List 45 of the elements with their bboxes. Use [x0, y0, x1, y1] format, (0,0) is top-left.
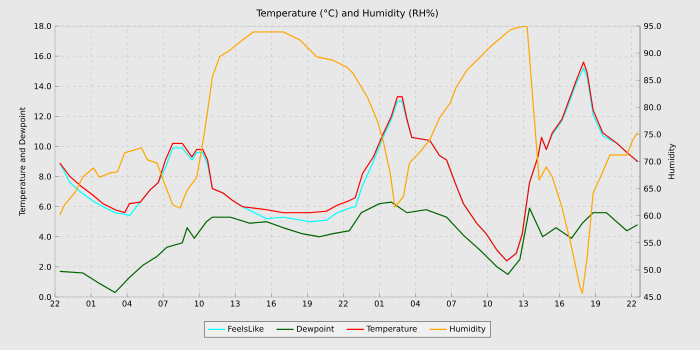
- y-tick-label: 8.0: [39, 174, 51, 180]
- y-tick-label: 4.0: [39, 234, 51, 240]
- y2-axis-title: Humidity: [668, 144, 676, 179]
- x-tick-label: 16: [267, 300, 276, 307]
- x-tick-label: 22: [338, 300, 348, 306]
- x-tick-label: 01: [86, 300, 96, 307]
- x-tick-label: 19: [591, 300, 600, 307]
- x-tick-label: 10: [194, 300, 204, 307]
- y-tick-label: 10.0: [34, 143, 51, 150]
- x-tick-label: 13: [519, 300, 528, 307]
- x-tick-label: 13: [230, 300, 240, 307]
- y2-tick-label: 45.0: [644, 294, 661, 300]
- legend-label: Temperature: [366, 326, 417, 334]
- y-tick-label: 6.0: [39, 204, 51, 210]
- y2-tick-label: 70.0: [644, 158, 661, 165]
- y-tick-label: 12.0: [34, 113, 51, 120]
- y2-tick-label: 85.0: [644, 77, 661, 84]
- x-tick-label: 07: [446, 300, 456, 307]
- y-tick-label: 18.0: [34, 22, 51, 30]
- x-tick-label: 07: [158, 300, 168, 307]
- y-tick-label: 0.0: [39, 294, 51, 300]
- y-axis-title: Temperature and Dewpoint: [19, 107, 27, 216]
- y2-tick-label: 50.0: [644, 266, 661, 273]
- y-tick-label: 16.0: [34, 53, 51, 60]
- x-tick-label: 01: [374, 300, 384, 307]
- y2-tick-label: 55.0: [644, 240, 661, 246]
- x-tick-label: 10: [483, 300, 492, 307]
- x-tick-label: 22: [627, 300, 636, 306]
- x-tick-label: 04: [410, 300, 420, 307]
- y2-tick-label: 80.0: [644, 104, 661, 110]
- legend-label: Humidity: [450, 326, 486, 334]
- y2-tick-label: 65.0: [644, 186, 661, 192]
- x-tick-label: 16: [555, 300, 564, 307]
- legend-label: Dewpoint: [296, 326, 334, 334]
- y-tick-label: 2.0: [39, 264, 51, 270]
- y2-tick-label: 90.0: [644, 50, 661, 56]
- y2-tick-label: 75.0: [644, 131, 661, 138]
- legend-label: FeelsLike: [228, 326, 264, 332]
- y-tick-label: 14.0: [34, 83, 51, 90]
- x-tick-label: 22: [50, 300, 60, 306]
- x-tick-label: 04: [122, 300, 132, 307]
- chart-title: Temperature (°C) and Humidity (RH%): [256, 9, 438, 18]
- y2-tick-label: 95.0: [644, 22, 661, 30]
- x-tick-label: 19: [303, 300, 312, 307]
- y2-tick-label: 60.0: [644, 212, 661, 219]
